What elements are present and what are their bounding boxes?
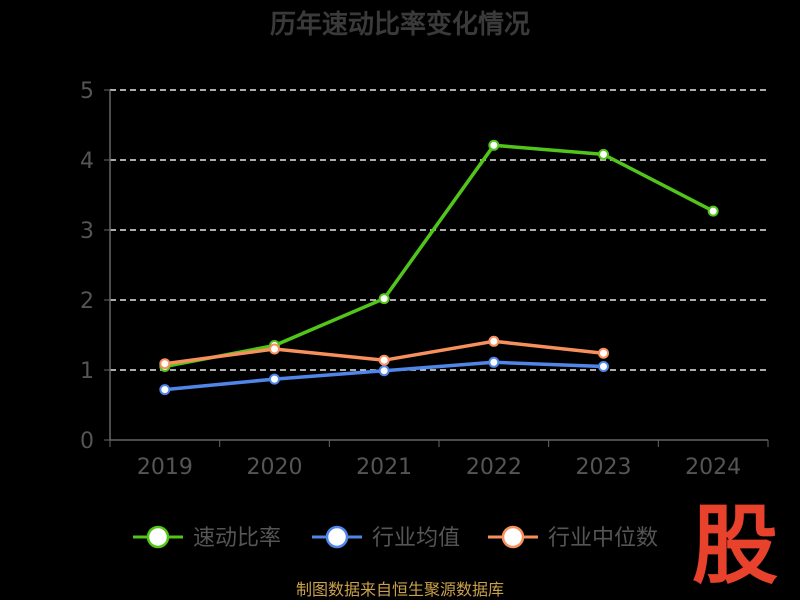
data-point[interactable] bbox=[488, 356, 500, 368]
x-tick-label: 2019 bbox=[137, 455, 193, 480]
y-tick-label: 1 bbox=[80, 359, 94, 384]
series-2 bbox=[159, 335, 609, 370]
data-point[interactable] bbox=[378, 354, 390, 366]
x-tick-label: 2020 bbox=[247, 455, 303, 480]
series-line bbox=[164, 143, 714, 369]
x-tick-label: 2021 bbox=[356, 455, 412, 480]
legend-item-1[interactable]: 行业均值 bbox=[312, 525, 460, 551]
y-tick-label: 3 bbox=[80, 219, 94, 244]
watermark-logo: 股 bbox=[692, 496, 778, 596]
gridlines bbox=[110, 89, 768, 371]
chart-title: 历年速动比率变化情况 bbox=[270, 9, 530, 40]
x-tick-label: 2022 bbox=[466, 455, 522, 480]
data-point[interactable] bbox=[707, 205, 719, 217]
data-point[interactable] bbox=[159, 358, 171, 370]
legend-item-2[interactable]: 行业中位数 bbox=[488, 525, 658, 551]
source-note: 制图数据来自恒生聚源数据库 bbox=[296, 580, 504, 599]
data-point[interactable] bbox=[269, 373, 280, 385]
data-point[interactable] bbox=[488, 139, 500, 151]
legend-label: 行业均值 bbox=[372, 526, 460, 551]
series-1 bbox=[159, 356, 609, 396]
data-point[interactable] bbox=[378, 365, 390, 377]
legend-label: 速动比率 bbox=[193, 526, 281, 551]
legend[interactable]: 速动比率 行业均值 行业中位数 bbox=[133, 525, 658, 551]
axes: 0 1 2 3 4 5 2019 2020 2021 2022 2023 2024 bbox=[80, 79, 769, 480]
legend-swatch-marker bbox=[325, 525, 349, 549]
y-tick-label: 2 bbox=[80, 289, 94, 314]
y-tick-label: 0 bbox=[80, 429, 94, 454]
series-lines bbox=[159, 139, 719, 396]
x-tick-label: 2024 bbox=[685, 455, 741, 480]
y-tick-label: 5 bbox=[80, 79, 94, 104]
data-point[interactable] bbox=[598, 361, 609, 372]
data-point[interactable] bbox=[269, 343, 280, 355]
data-point[interactable] bbox=[488, 335, 500, 347]
legend-item-0[interactable]: 速动比率 bbox=[133, 525, 281, 551]
legend-swatch-marker bbox=[501, 525, 525, 549]
data-point[interactable] bbox=[159, 384, 171, 396]
legend-label: 行业中位数 bbox=[548, 526, 658, 551]
data-point[interactable] bbox=[378, 293, 390, 305]
series-0 bbox=[159, 139, 719, 372]
x-tick-label: 2023 bbox=[576, 455, 632, 480]
legend-swatch-marker bbox=[146, 525, 170, 549]
data-point[interactable] bbox=[598, 148, 609, 160]
data-point[interactable] bbox=[598, 347, 609, 359]
y-tick-label: 4 bbox=[80, 149, 94, 174]
